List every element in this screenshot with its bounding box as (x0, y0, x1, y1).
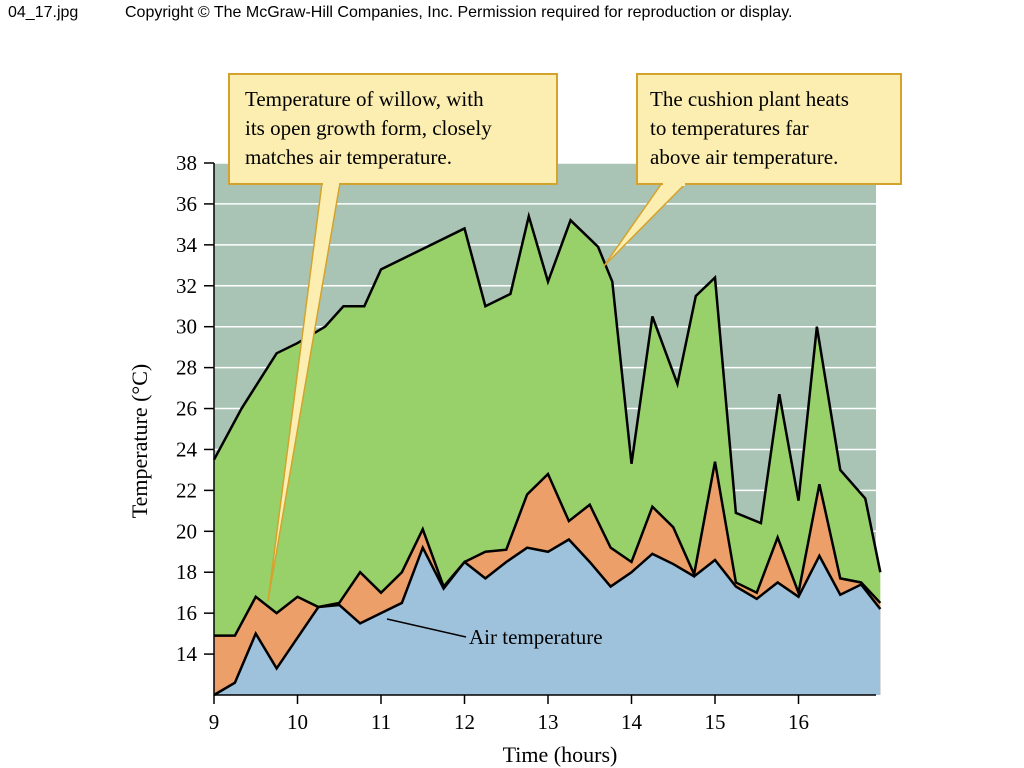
x-tick-label: 11 (371, 710, 391, 734)
y-tick-label: 34 (176, 233, 198, 257)
cushion-callout-line: to temperatures far (650, 116, 809, 140)
air-temperature-pointer (386, 618, 467, 638)
y-tick-label: 36 (176, 192, 197, 216)
willow-callout-line: Temperature of willow, with (245, 87, 484, 111)
air-area (214, 539, 881, 695)
y-tick-label: 24 (176, 437, 198, 461)
willow-callout-join (323, 181, 339, 186)
x-tick-label: 10 (287, 710, 308, 734)
file-label: 04_17.jpg (8, 4, 79, 21)
axes: 14 16 18 20 22 24 26 28 30 32 34 36 38 9 10 11 12 13 14 15 1… (176, 151, 876, 734)
y-tick-label: 32 (176, 274, 197, 298)
y-tick-label: 28 (176, 356, 197, 380)
air-temperature-label: Air temperature (469, 625, 603, 649)
series-areas (214, 216, 881, 695)
x-axis-title: Time (hours) (503, 742, 618, 767)
x-tick-label: 14 (621, 710, 643, 734)
series-lines (212, 211, 882, 697)
willow-callout-line: matches air temperature. (245, 145, 452, 169)
willow-line (214, 461, 882, 637)
y-tick-label: 26 (176, 397, 197, 421)
cushion-line (212, 211, 882, 573)
cushion-callout-line: above air temperature. (650, 145, 838, 169)
willow-callout-box (228, 73, 558, 185)
y-tick-label: 16 (176, 601, 197, 625)
x-tick-label: 16 (788, 710, 809, 734)
y-tick-label: 22 (176, 478, 197, 502)
x-tick-label: 12 (454, 710, 475, 734)
cushion-callout-box (636, 73, 902, 185)
y-axis-title: Temperature (°C) (127, 364, 152, 518)
willow-callout-line: its open growth form, closely (245, 116, 492, 140)
x-tick-label: 9 (209, 710, 220, 734)
y-tick-label: 14 (176, 642, 198, 666)
annotations: Temperature of willow, with its open grow… (228, 73, 902, 649)
cushion-callout-line: The cushion plant heats (650, 87, 849, 111)
y-tick-label: 38 (176, 151, 197, 175)
y-tick-label: 18 (176, 560, 197, 584)
copyright-notice: Copyright © The McGraw-Hill Companies, I… (125, 4, 793, 21)
x-tick-label: 13 (538, 710, 559, 734)
y-tick-label: 30 (176, 315, 197, 339)
x-tick-label: 15 (705, 710, 726, 734)
y-tick-label: 20 (176, 519, 197, 543)
cushion-callout-join (663, 181, 685, 186)
